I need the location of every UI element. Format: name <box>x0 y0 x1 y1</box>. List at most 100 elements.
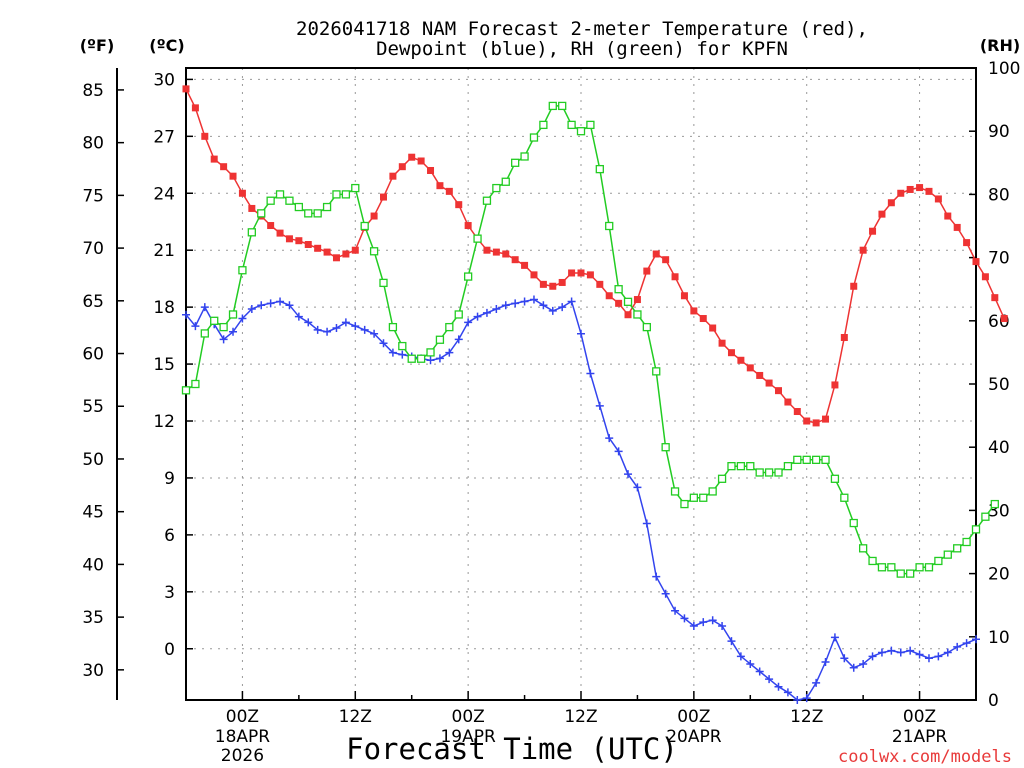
dewpoint-point <box>642 519 651 528</box>
2-meter-temperature-point <box>746 364 754 372</box>
2-meter-temperature-point <box>887 199 895 207</box>
celsius-tick-label: 18 <box>153 298 175 318</box>
time-tick-label: 00Z <box>452 707 485 727</box>
rh-point <box>633 310 642 319</box>
rh-tick-label: 20 <box>988 565 1010 585</box>
2-meter-temperature-point <box>455 201 463 209</box>
dewpoint-point <box>736 652 745 661</box>
dewpoint-point <box>830 633 839 642</box>
rh-tick-label: 90 <box>988 122 1010 142</box>
2-meter-temperature-point <box>869 227 877 235</box>
fahrenheit-tick-label: 85 <box>82 81 104 101</box>
dewpoint-point <box>323 327 332 336</box>
dewpoint-point <box>492 305 501 314</box>
celsius-tick-label: 15 <box>153 355 175 375</box>
2-meter-temperature-point <box>464 222 472 230</box>
rh-point <box>783 462 793 471</box>
2-meter-temperature-point <box>380 193 387 201</box>
rh-point <box>567 120 576 130</box>
2-meter-temperature-point <box>201 132 209 140</box>
dewpoint-point <box>567 297 576 306</box>
dewpoint-point <box>435 354 444 363</box>
dewpoint-point <box>746 659 755 668</box>
time-tick-label: 00Z <box>226 707 259 727</box>
time-date-label: 19APR <box>440 727 496 747</box>
2-meter-temperature-point <box>332 254 340 262</box>
rh-point <box>981 512 990 521</box>
dewpoint-line <box>185 298 977 701</box>
fahrenheit-tick-label: 35 <box>82 608 104 628</box>
time-date-label: 21APR <box>892 727 948 747</box>
dewpoint-point <box>294 312 303 321</box>
chart-title-line1: 2026041718 NAM Forecast 2-meter Temperat… <box>296 18 868 40</box>
dewpoint-point <box>482 308 491 317</box>
rh-point <box>445 322 454 332</box>
dewpoint-point <box>661 589 670 598</box>
2-meter-temperature-point <box>220 163 228 171</box>
celsius-tick-label: 30 <box>153 70 175 90</box>
2-meter-temperature-point <box>586 271 594 279</box>
dewpoint-point <box>906 646 915 655</box>
rh-point <box>652 367 661 376</box>
dewpoint-point <box>247 305 256 314</box>
2-meter-temperature-point <box>680 292 688 300</box>
rh-point <box>868 556 877 566</box>
rh-point <box>313 209 322 218</box>
fahrenheit-tick-label: 40 <box>82 555 104 575</box>
2-meter-temperature-point <box>803 417 811 425</box>
2-meter-temperature-point <box>238 189 246 197</box>
2-meter-temperature-point <box>295 237 303 245</box>
2-meter-temperature-point <box>991 294 999 302</box>
2-meter-temperature-point <box>944 212 952 220</box>
dewpoint-point <box>774 682 783 691</box>
rh-point <box>548 101 557 111</box>
time-tick-label: 00Z <box>677 707 710 727</box>
2-meter-temperature-point <box>370 212 378 220</box>
2-meter-temperature-point <box>182 85 190 93</box>
dewpoint-point <box>680 614 689 623</box>
celsius-tick-label: 27 <box>153 127 175 147</box>
2-meter-temperature-point <box>671 273 679 281</box>
2-meter-temperature-point <box>972 258 980 266</box>
2-meter-temperature-point <box>511 256 519 264</box>
rh-line <box>185 105 996 575</box>
dewpoint-point <box>699 618 708 627</box>
rh-point <box>887 563 896 572</box>
2-meter-temperature-point <box>351 246 359 254</box>
rh-tick-label: 70 <box>988 249 1010 269</box>
2-meter-temperature-point <box>615 299 623 307</box>
2-meter-temperature-point <box>822 415 830 423</box>
dewpoint-point <box>624 470 633 479</box>
fahrenheit-tick-label: 75 <box>82 186 104 206</box>
rh-point <box>210 316 219 325</box>
2-meter-temperature-point <box>756 371 764 379</box>
dewpoint-point <box>821 658 830 667</box>
2-meter-temperature-point <box>314 244 322 252</box>
dewpoint-point <box>445 348 454 357</box>
dewpoint-point <box>313 325 322 334</box>
rh-point <box>322 202 332 212</box>
2-meter-temperature-point <box>577 269 585 277</box>
2-meter-temperature-point <box>445 187 453 195</box>
2-meter-temperature-point <box>850 282 858 290</box>
rh-point <box>275 190 285 199</box>
rh-point <box>642 322 651 332</box>
2-meter-temperature-point <box>398 163 406 171</box>
2-meter-temperature-point <box>859 246 867 254</box>
fahrenheit-tick-label: 50 <box>82 450 104 470</box>
rh-point <box>821 455 830 464</box>
2-meter-temperature-point <box>934 195 942 203</box>
dewpoint-point <box>934 652 943 661</box>
rh-point <box>379 278 388 288</box>
dewpoint-point <box>840 654 849 663</box>
rh-point <box>219 322 228 332</box>
dewpoint-point <box>529 295 538 304</box>
rh-point <box>492 183 501 193</box>
2-meter-temperature-point <box>793 408 801 416</box>
rh-point <box>529 133 539 142</box>
2-meter-temperature-point <box>953 223 961 231</box>
2-meter-temperature-point <box>662 256 670 264</box>
dewpoint-point <box>473 312 482 321</box>
dewpoint-point <box>285 301 294 310</box>
2-meter-temperature-point <box>652 250 660 258</box>
